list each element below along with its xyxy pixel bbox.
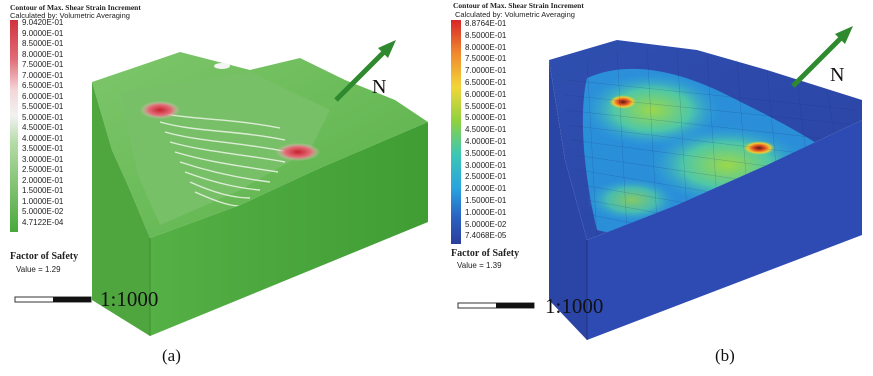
colorbar-ticks: 8.8764E-01 8.5000E-01 8.0000E-01 7.5000E…: [465, 18, 506, 242]
panel-a: Contour of Max. Shear Strain Increment C…: [0, 0, 436, 376]
caption: (a): [162, 346, 181, 365]
tick-label: 3.5000E-01: [22, 144, 64, 153]
tick-label: 8.5000E-01: [465, 30, 507, 40]
scale-bar: [457, 302, 535, 309]
panel-b: Contour of Max. Shear Strain Increment C…: [437, 0, 873, 376]
factor-of-safety-title: Factor of Safety: [10, 251, 79, 262]
legend-title: Contour of Max. Shear Strain Increment: [10, 3, 141, 12]
north-arrow-icon: [791, 26, 853, 88]
tick-label: 7.4068E-05: [465, 231, 507, 241]
north-label: N: [830, 64, 845, 86]
tick-label: 5.5000E-01: [465, 101, 507, 111]
tick-label: 1.0000E-01: [465, 207, 507, 217]
colorbar-ticks: 9.0420E-01 9.0000E-01 8.5000E-01 8.0000E…: [22, 18, 63, 228]
tick-label: 7.5000E-01: [465, 54, 507, 64]
tick-label: 4.5000E-01: [22, 123, 64, 132]
tick-label: 2.0000E-01: [465, 184, 507, 194]
colorbar: [451, 20, 461, 244]
scale-label: 1:1000: [545, 294, 604, 318]
slope-model-3d: [549, 40, 862, 340]
legend-subtitle: Calculated by: Volumetric Averaging: [10, 11, 130, 20]
tick-label: 4.5000E-01: [465, 125, 507, 135]
tick-label: 5.0000E-02: [465, 219, 507, 229]
factor-of-safety-value: Value = 1.29: [16, 265, 61, 274]
tick-label: 2.5000E-01: [465, 172, 507, 182]
caption: (b): [715, 346, 735, 365]
north-label: N: [372, 76, 387, 98]
tick-label: 6.5000E-01: [465, 77, 507, 87]
tick-label: 3.0000E-01: [22, 154, 64, 164]
slope-model-3d: [92, 52, 428, 336]
tick-label: 4.0000E-01: [22, 133, 64, 143]
tick-label: 3.5000E-01: [465, 148, 507, 158]
tick-label: 1.5000E-01: [22, 186, 64, 195]
tick-label: 9.0000E-01: [22, 28, 64, 38]
legend-subtitle: Calculated by: Volumetric Averaging: [455, 10, 575, 19]
scale-bar: [14, 296, 92, 303]
tick-label: 5.0000E-01: [22, 112, 64, 122]
tick-label: 4.7122E-04: [22, 217, 64, 227]
tick-label: 6.0000E-01: [22, 91, 64, 101]
factor-of-safety-value: Value = 1.39: [457, 261, 502, 270]
factor-of-safety-title: Factor of Safety: [451, 248, 520, 259]
tick-label: 6.0000E-01: [465, 89, 507, 99]
tick-label: 2.5000E-01: [22, 165, 64, 174]
tick-label: 8.5000E-01: [22, 39, 64, 48]
tick-label: 7.5000E-01: [22, 60, 64, 69]
legend-title: Contour of Max. Shear Strain Increment: [453, 1, 584, 10]
tick-label: 5.5000E-01: [22, 102, 64, 111]
tick-label: 3.0000E-01: [465, 160, 507, 170]
tick-label: 8.0000E-01: [22, 49, 64, 59]
tick-label: 8.0000E-01: [465, 42, 507, 52]
tick-label: 5.0000E-02: [22, 207, 64, 216]
tick-label: 5.0000E-01: [465, 113, 507, 123]
tick-label: 1.5000E-01: [465, 195, 507, 205]
tick-label: 6.5000E-01: [22, 81, 64, 90]
tick-label: 8.8764E-01: [465, 19, 507, 28]
scale-label: 1:1000: [100, 287, 159, 311]
north-arrow-icon: [334, 40, 396, 102]
tick-label: 1.0000E-01: [22, 196, 64, 206]
tick-label: 2.0000E-01: [22, 175, 64, 185]
tick-label: 9.0420E-01: [22, 18, 64, 27]
tick-label: 7.0000E-01: [465, 66, 507, 76]
tick-label: 4.0000E-01: [465, 136, 507, 146]
tick-label: 7.0000E-01: [22, 70, 64, 80]
colorbar: [10, 20, 18, 232]
